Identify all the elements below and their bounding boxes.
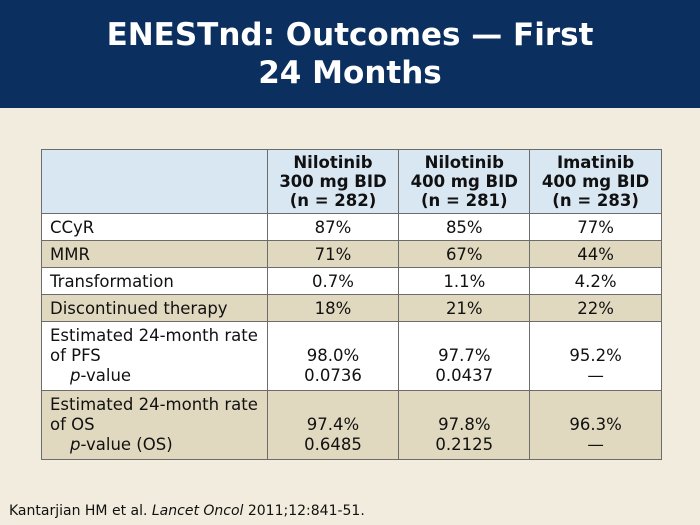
- header-n: (n = 283): [552, 191, 639, 210]
- row-label: Transformation: [41, 267, 268, 295]
- title-bar: ENESTnd: Outcomes — First 24 Months: [0, 0, 700, 108]
- table-cell: 97.7% 0.0437: [398, 321, 531, 391]
- header-drug: Imatinib: [556, 153, 635, 172]
- table-row-ccyr: CCyR 87% 85% 77%: [41, 213, 662, 241]
- slide-title-line-2: 24 Months: [258, 55, 442, 91]
- citation: Kantarjian HM et al. Lancet Oncol 2011;1…: [9, 503, 365, 519]
- p-rest: -value: [80, 366, 132, 385]
- citation-details: 2011;12:841-51.: [243, 503, 365, 519]
- table-cell: 71%: [266, 240, 400, 268]
- row-label: Discontinued therapy: [41, 294, 268, 322]
- citation-journal: Lancet Oncol: [151, 503, 244, 519]
- rate-value: 97.4%: [306, 415, 360, 434]
- table-cell: 77%: [529, 213, 662, 241]
- p-value: 0.2125: [435, 435, 494, 454]
- table-row-os: Estimated 24-month rate of OS p-value (O…: [41, 390, 662, 460]
- citation-authors: Kantarjian HM et al.: [9, 503, 152, 519]
- table-cell: 96.3% —: [529, 390, 662, 460]
- table-cell: 0.7%: [266, 267, 400, 295]
- header-dose: 300 mg BID: [279, 172, 387, 191]
- p-italic: p: [70, 435, 81, 454]
- table-row-mmr: MMR 71% 67% 44%: [41, 240, 662, 268]
- p-value: 0.6485: [304, 435, 362, 454]
- header-imatinib-400: Imatinib 400 mg BID (n = 283): [529, 149, 662, 214]
- header-dose: 400 mg BID: [410, 172, 518, 191]
- table-cell: 98.0% 0.0736: [266, 321, 400, 391]
- p-value: 0.0437: [435, 366, 494, 385]
- p-value-label: p-value (OS): [50, 435, 259, 455]
- table-cell: 44%: [529, 240, 662, 268]
- row-label-line: of OS: [50, 415, 95, 434]
- row-label-line: of PFS: [50, 346, 101, 365]
- table-cell: 22%: [529, 294, 662, 322]
- outcomes-table: Nilotinib 300 mg BID (n = 282) Nilotinib…: [41, 149, 662, 460]
- p-rest: -value (OS): [80, 435, 173, 454]
- header-empty-cell: [41, 149, 268, 214]
- rate-value: 96.3%: [569, 415, 622, 434]
- table-cell: 18%: [266, 294, 400, 322]
- row-label: Estimated 24-month rate of PFS p-value: [41, 321, 268, 391]
- row-label: MMR: [41, 240, 268, 268]
- p-value: —: [587, 435, 604, 454]
- slide-title: ENESTnd: Outcomes — First 24 Months: [107, 16, 594, 92]
- table-row-transformation: Transformation 0.7% 1.1% 4.2%: [41, 267, 662, 295]
- rate-value: 95.2%: [569, 346, 622, 365]
- table-row-discontinued: Discontinued therapy 18% 21% 22%: [41, 294, 662, 322]
- table-cell: 21%: [398, 294, 531, 322]
- header-drug: Nilotinib: [424, 153, 504, 172]
- p-value-label: p-value: [50, 366, 259, 386]
- row-label: CCyR: [41, 213, 268, 241]
- header-dose: 400 mg BID: [541, 172, 650, 191]
- header-drug: Nilotinib: [293, 153, 373, 172]
- row-label-line: Estimated 24-month rate: [50, 326, 258, 345]
- table-cell: 97.4% 0.6485: [266, 390, 400, 460]
- header-nilotinib-400: Nilotinib 400 mg BID (n = 281): [398, 149, 531, 214]
- table-cell: 97.8% 0.2125: [398, 390, 531, 460]
- slide-title-line-1: ENESTnd: Outcomes — First: [106, 17, 594, 53]
- table-cell: 67%: [398, 240, 531, 268]
- rate-value: 97.8%: [438, 415, 491, 434]
- p-italic: p: [70, 366, 81, 385]
- rate-value: 98.0%: [306, 346, 360, 365]
- table-cell: 87%: [266, 213, 400, 241]
- header-nilotinib-300: Nilotinib 300 mg BID (n = 282): [266, 149, 400, 214]
- p-value: 0.0736: [304, 366, 362, 385]
- table-cell: 85%: [398, 213, 531, 241]
- header-n: (n = 281): [420, 191, 508, 210]
- row-label: Estimated 24-month rate of OS p-value (O…: [41, 390, 268, 460]
- table-row-pfs: Estimated 24-month rate of PFS p-value 9…: [41, 321, 662, 391]
- header-n: (n = 282): [289, 191, 377, 210]
- p-value: —: [587, 366, 604, 385]
- row-label-line: Estimated 24-month rate: [50, 395, 258, 414]
- table-header-row: Nilotinib 300 mg BID (n = 282) Nilotinib…: [41, 149, 662, 214]
- rate-value: 97.7%: [438, 346, 491, 365]
- table-cell: 1.1%: [398, 267, 531, 295]
- table-cell: 4.2%: [529, 267, 662, 295]
- table-cell: 95.2% —: [529, 321, 662, 391]
